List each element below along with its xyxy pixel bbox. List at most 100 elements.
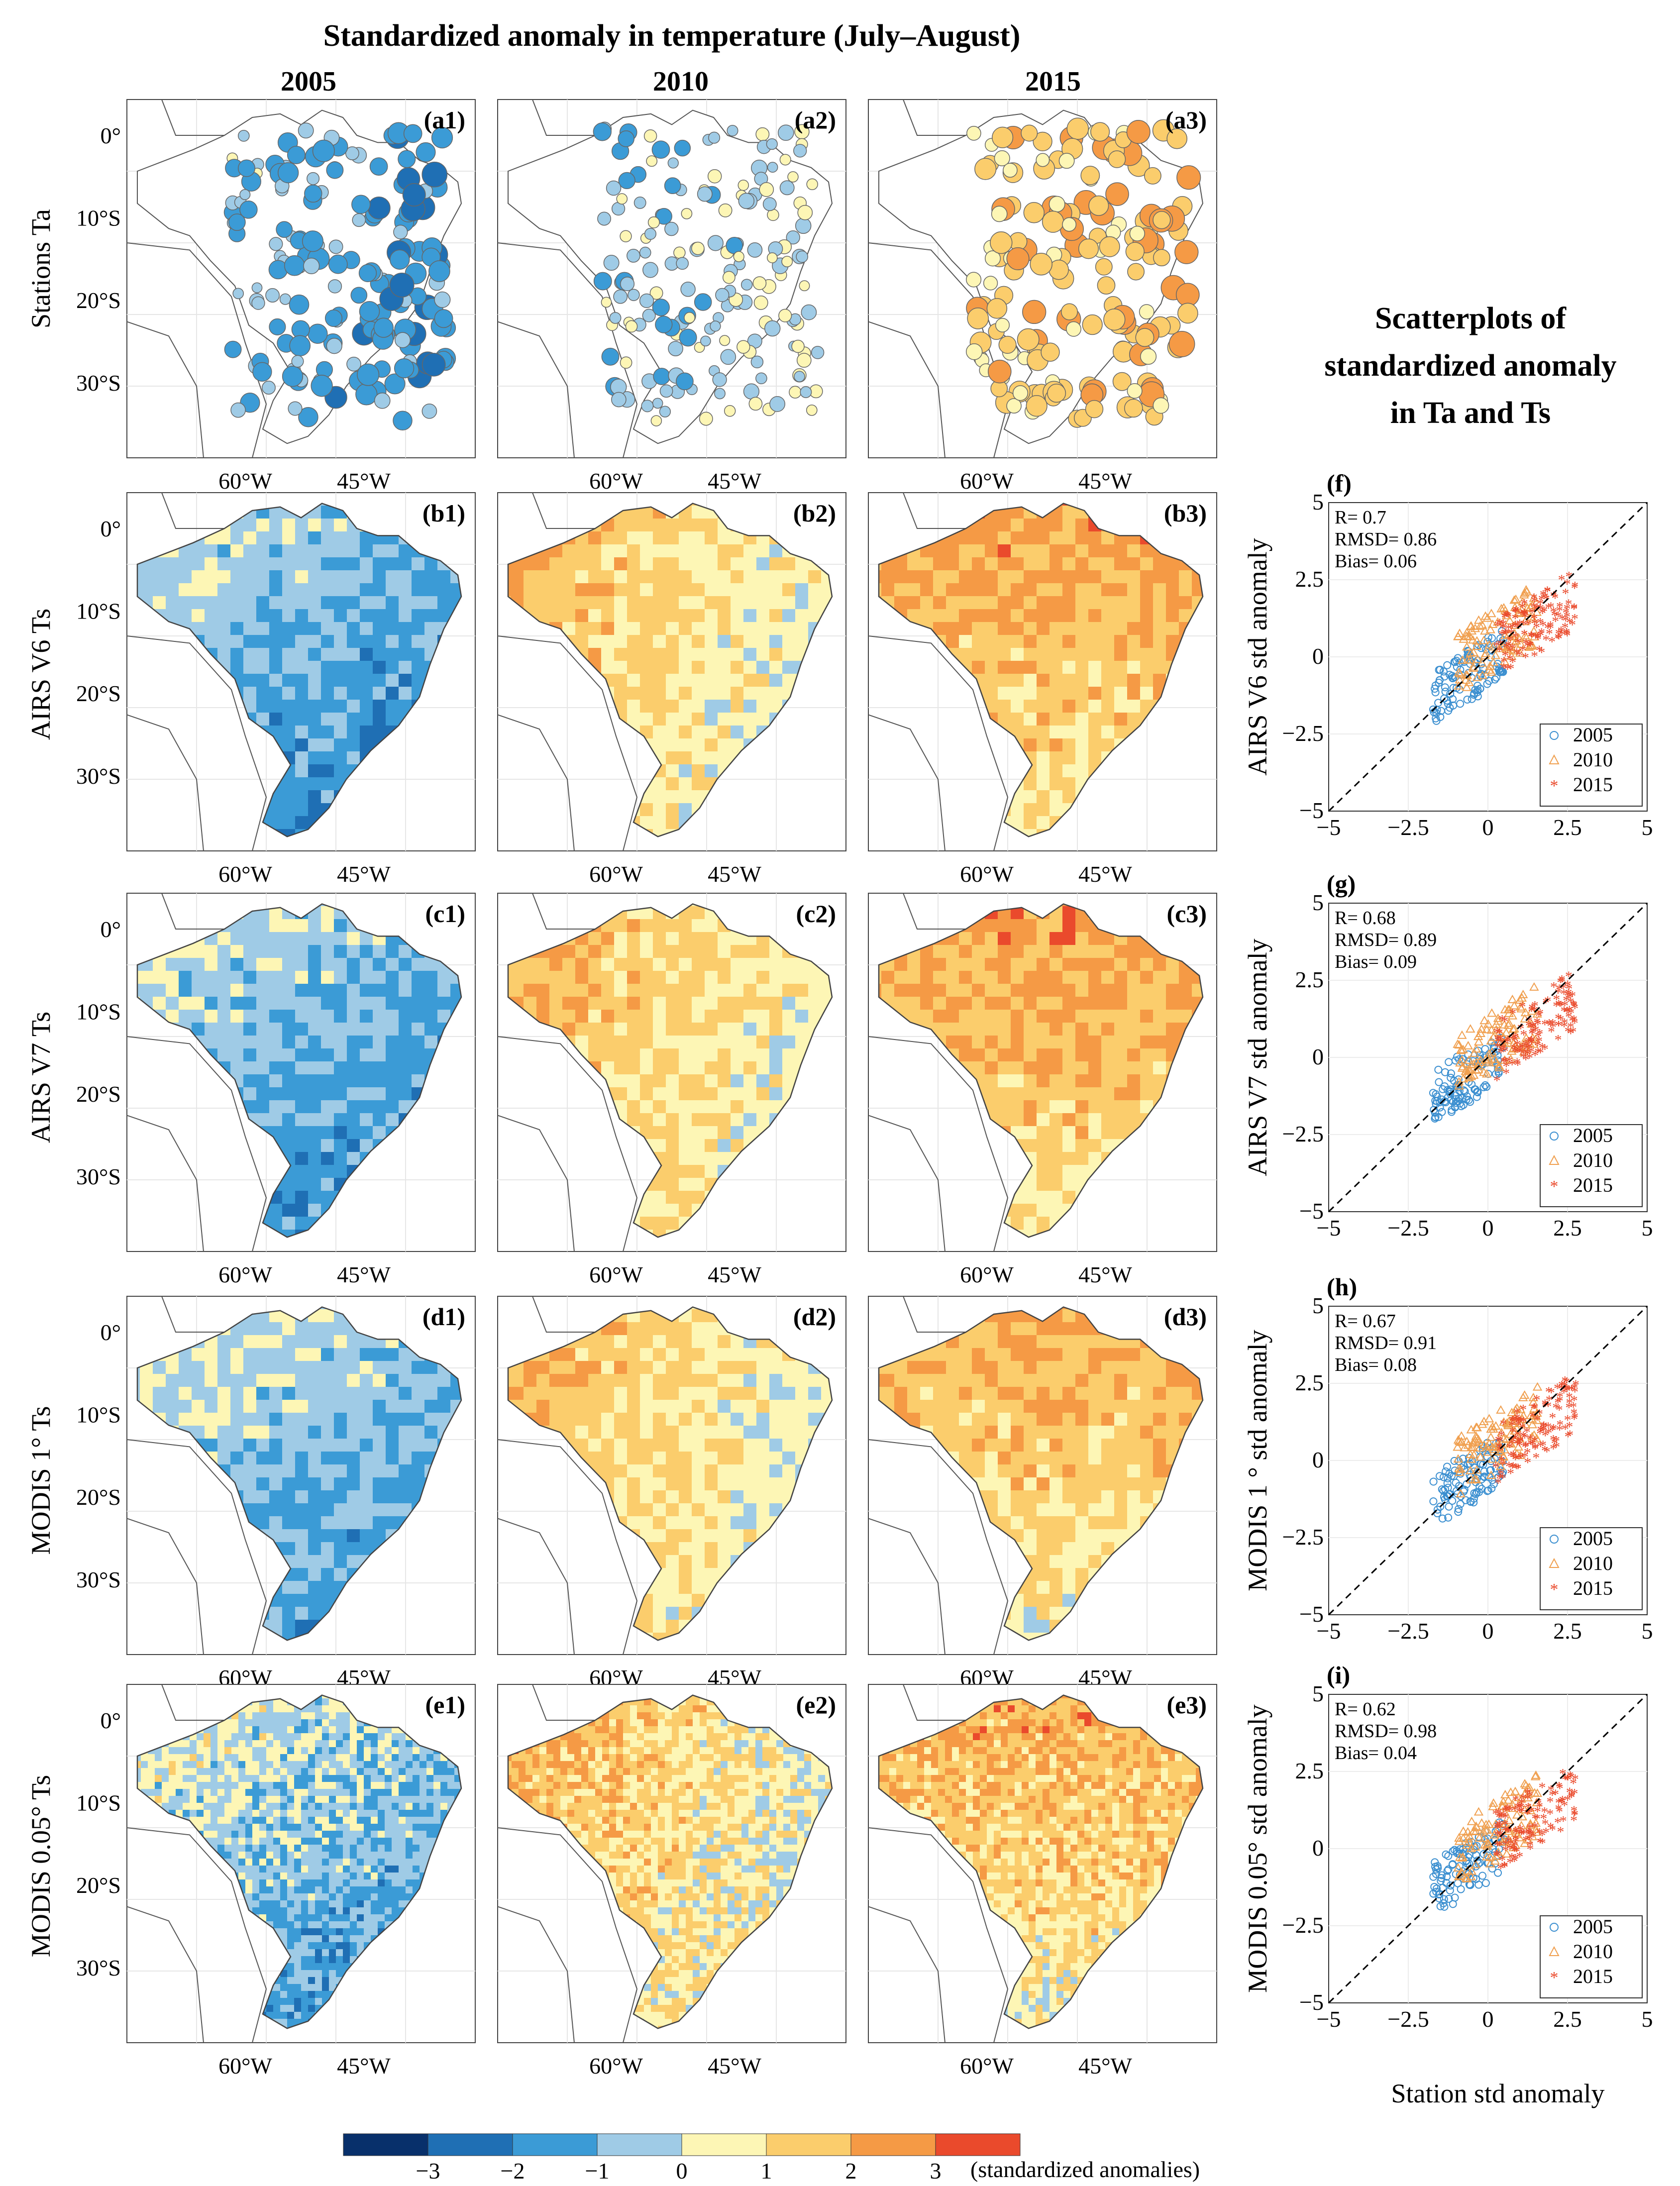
anomaly-cell xyxy=(536,596,550,610)
anomaly-cell xyxy=(1011,1061,1024,1075)
anomaly-cell xyxy=(269,544,283,558)
anomaly-cell xyxy=(1062,1010,1076,1023)
anomaly-cell xyxy=(373,958,386,971)
anomaly-cell xyxy=(601,570,615,584)
anomaly-cell xyxy=(1179,984,1192,997)
anomaly-cell xyxy=(1088,557,1102,571)
anomaly-cell xyxy=(614,583,628,597)
station-marker xyxy=(736,340,750,354)
anomaly-cell xyxy=(640,1113,653,1127)
anomaly-cell xyxy=(295,1010,309,1023)
anomaly-cell xyxy=(347,609,360,623)
anomaly-cell xyxy=(743,583,757,597)
anomaly-cell xyxy=(959,609,972,623)
anomaly-cell xyxy=(334,557,347,571)
anomaly-cell xyxy=(1140,1074,1154,1088)
anomaly-cell xyxy=(601,583,615,597)
anomaly-cell xyxy=(308,544,321,558)
anomaly-cell xyxy=(743,622,757,635)
anomaly-cell xyxy=(217,1036,231,1049)
anomaly-cell xyxy=(718,971,731,984)
anomaly-cell xyxy=(295,700,309,713)
anomaly-cell xyxy=(782,958,796,971)
anomaly-cell xyxy=(640,570,653,584)
anomaly-cell xyxy=(308,609,321,623)
anomaly-cell xyxy=(360,958,373,971)
anomaly-cell xyxy=(718,700,731,713)
anomaly-cell xyxy=(217,635,231,648)
anomaly-cell xyxy=(614,1010,628,1023)
anomaly-cell xyxy=(295,1113,309,1127)
anomaly-cell xyxy=(1127,945,1141,958)
anomaly-cell xyxy=(666,1126,679,1140)
anomaly-cell xyxy=(705,997,718,1010)
anomaly-cell xyxy=(295,674,309,687)
station-marker xyxy=(1023,202,1045,223)
anomaly-cell xyxy=(179,1010,192,1023)
anomaly-cell xyxy=(718,544,731,558)
anomaly-cell xyxy=(1114,700,1128,713)
anomaly-cell xyxy=(808,997,822,1010)
anomaly-cell xyxy=(575,958,589,971)
anomaly-cell xyxy=(679,738,692,752)
anomaly-cell xyxy=(1114,945,1128,958)
anomaly-cell xyxy=(360,1023,373,1036)
anomaly-cell xyxy=(269,1204,283,1217)
anomaly-cell xyxy=(808,596,822,610)
anomaly-cell xyxy=(756,971,770,984)
anomaly-cell xyxy=(782,1048,796,1062)
anomaly-cell xyxy=(679,635,692,648)
anomaly-cell xyxy=(321,932,334,945)
anomaly-cell xyxy=(334,622,347,635)
anomaly-cell xyxy=(679,1126,692,1140)
anomaly-cell xyxy=(153,596,166,610)
anomaly-cell xyxy=(743,700,757,713)
anomaly-cell xyxy=(1166,984,1179,997)
anomaly-cell xyxy=(998,519,1011,532)
anomaly-cell xyxy=(1011,648,1024,661)
anomaly-cell xyxy=(627,1048,640,1062)
anomaly-cell xyxy=(1037,816,1050,830)
anomaly-cell xyxy=(373,635,386,648)
anomaly-cell xyxy=(437,596,451,610)
anomaly-cell xyxy=(256,519,270,532)
anomaly-cell xyxy=(217,984,231,997)
station-marker xyxy=(251,282,263,294)
anomaly-cell xyxy=(153,570,166,584)
anomaly-cell xyxy=(1127,1036,1141,1049)
anomaly-cell xyxy=(575,971,589,984)
anomaly-cell xyxy=(1024,790,1037,804)
anomaly-cell xyxy=(782,1036,796,1049)
anomaly-cell xyxy=(1166,971,1179,984)
anomaly-cell xyxy=(692,738,705,752)
anomaly-cell xyxy=(321,557,334,571)
anomaly-cell xyxy=(998,997,1011,1010)
lat-tick: 20°S xyxy=(76,681,121,706)
anomaly-cell xyxy=(1088,674,1102,687)
anomaly-cell xyxy=(782,1061,796,1075)
station-marker xyxy=(265,288,280,303)
anomaly-cell xyxy=(373,1113,386,1127)
map-panel-0-1: (a2)60°W 45°W xyxy=(497,99,846,494)
station-marker xyxy=(428,260,450,282)
anomaly-cell xyxy=(282,945,296,958)
station-marker xyxy=(1177,303,1198,324)
anomaly-cell xyxy=(769,687,783,700)
anomaly-cell xyxy=(1140,544,1154,558)
anomaly-cell xyxy=(1101,583,1115,597)
station-marker xyxy=(759,182,774,197)
anomaly-cell xyxy=(808,971,822,984)
anomaly-cell xyxy=(653,1126,666,1140)
anomaly-cell xyxy=(295,661,309,674)
anomaly-cell xyxy=(588,945,602,958)
anomaly-cell xyxy=(946,971,959,984)
anomaly-cell xyxy=(705,958,718,971)
anomaly-cell xyxy=(972,958,985,971)
anomaly-cell xyxy=(769,1036,783,1049)
anomaly-cell xyxy=(756,997,770,1010)
anomaly-cell xyxy=(321,635,334,648)
anomaly-cell xyxy=(679,971,692,984)
anomaly-cell xyxy=(627,971,640,984)
anomaly-cell xyxy=(1062,751,1076,765)
